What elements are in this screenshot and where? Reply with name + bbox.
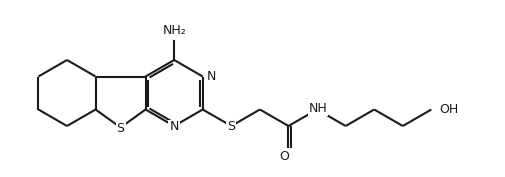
Text: N: N [169, 121, 178, 133]
Text: O: O [279, 150, 289, 162]
Text: NH: NH [308, 102, 327, 115]
Text: OH: OH [438, 103, 458, 116]
Text: NH₂: NH₂ [162, 24, 186, 36]
Text: N: N [207, 70, 216, 83]
Text: S: S [116, 122, 124, 135]
Text: S: S [227, 121, 235, 133]
